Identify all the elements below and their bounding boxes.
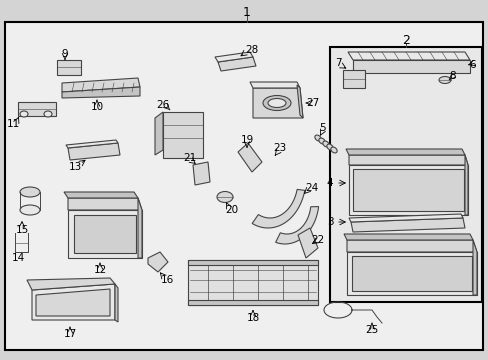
- Polygon shape: [252, 189, 304, 228]
- Text: 26: 26: [156, 100, 169, 110]
- Polygon shape: [347, 52, 469, 60]
- Text: 9: 9: [61, 49, 68, 59]
- Polygon shape: [74, 215, 136, 253]
- Text: 6: 6: [469, 60, 475, 70]
- Ellipse shape: [438, 77, 450, 84]
- Polygon shape: [472, 240, 476, 295]
- Bar: [163, 112, 203, 158]
- Text: 8: 8: [449, 71, 455, 81]
- Ellipse shape: [330, 147, 336, 153]
- Polygon shape: [148, 252, 168, 272]
- Text: 23: 23: [273, 143, 286, 153]
- Polygon shape: [193, 162, 209, 185]
- Ellipse shape: [44, 111, 52, 117]
- Polygon shape: [64, 192, 138, 198]
- Polygon shape: [215, 52, 252, 62]
- Polygon shape: [138, 198, 142, 258]
- Polygon shape: [238, 143, 262, 172]
- Text: 28: 28: [245, 45, 258, 55]
- Text: 12: 12: [93, 265, 106, 275]
- Polygon shape: [187, 260, 317, 265]
- Ellipse shape: [326, 144, 332, 150]
- Text: 11: 11: [6, 119, 20, 129]
- Polygon shape: [348, 165, 467, 215]
- Polygon shape: [346, 252, 476, 295]
- Text: 21: 21: [183, 153, 196, 163]
- Polygon shape: [352, 169, 463, 211]
- Text: 5: 5: [318, 123, 325, 133]
- Text: 13: 13: [68, 162, 81, 172]
- Bar: [57, 60, 81, 75]
- Polygon shape: [62, 87, 140, 98]
- Text: 22: 22: [311, 235, 324, 245]
- Ellipse shape: [267, 99, 285, 108]
- Polygon shape: [346, 149, 464, 155]
- Polygon shape: [68, 143, 120, 160]
- Polygon shape: [155, 112, 163, 155]
- Text: 1: 1: [243, 5, 250, 18]
- Polygon shape: [187, 300, 317, 305]
- Text: 27: 27: [306, 98, 319, 108]
- Text: 10: 10: [90, 102, 103, 112]
- Bar: [342, 70, 364, 88]
- Polygon shape: [464, 155, 467, 215]
- Polygon shape: [68, 210, 142, 258]
- Text: 16: 16: [160, 275, 173, 285]
- Polygon shape: [343, 234, 472, 240]
- Polygon shape: [348, 214, 462, 222]
- Polygon shape: [27, 278, 115, 290]
- Polygon shape: [187, 260, 317, 305]
- Polygon shape: [66, 140, 118, 148]
- Text: 7: 7: [334, 58, 341, 68]
- Text: 4: 4: [326, 178, 333, 188]
- Ellipse shape: [314, 135, 321, 141]
- Polygon shape: [249, 82, 299, 88]
- Bar: [18, 102, 56, 116]
- Ellipse shape: [217, 192, 232, 202]
- Polygon shape: [275, 207, 318, 244]
- Polygon shape: [62, 78, 140, 92]
- Polygon shape: [351, 256, 471, 291]
- Ellipse shape: [263, 95, 290, 111]
- Polygon shape: [218, 57, 256, 71]
- Polygon shape: [68, 198, 142, 210]
- Ellipse shape: [20, 187, 40, 197]
- Bar: [329, 47, 481, 302]
- Ellipse shape: [322, 141, 328, 147]
- Text: 24: 24: [305, 183, 318, 193]
- Polygon shape: [352, 60, 469, 73]
- Polygon shape: [350, 218, 464, 232]
- Polygon shape: [36, 289, 110, 316]
- Text: 15: 15: [15, 225, 29, 235]
- Polygon shape: [296, 85, 303, 118]
- Polygon shape: [252, 88, 303, 118]
- Text: 3: 3: [326, 217, 333, 227]
- Text: 17: 17: [63, 329, 77, 339]
- Text: 18: 18: [246, 313, 259, 323]
- Text: 25: 25: [365, 325, 378, 335]
- Text: 20: 20: [225, 205, 238, 215]
- Text: 14: 14: [11, 253, 24, 263]
- Ellipse shape: [318, 138, 325, 144]
- Polygon shape: [346, 240, 476, 252]
- Ellipse shape: [20, 111, 28, 117]
- Text: 2: 2: [401, 33, 409, 46]
- Polygon shape: [348, 155, 467, 165]
- Ellipse shape: [20, 205, 40, 215]
- Text: 19: 19: [240, 135, 253, 145]
- Polygon shape: [32, 284, 115, 320]
- Polygon shape: [297, 228, 317, 258]
- Polygon shape: [115, 284, 118, 322]
